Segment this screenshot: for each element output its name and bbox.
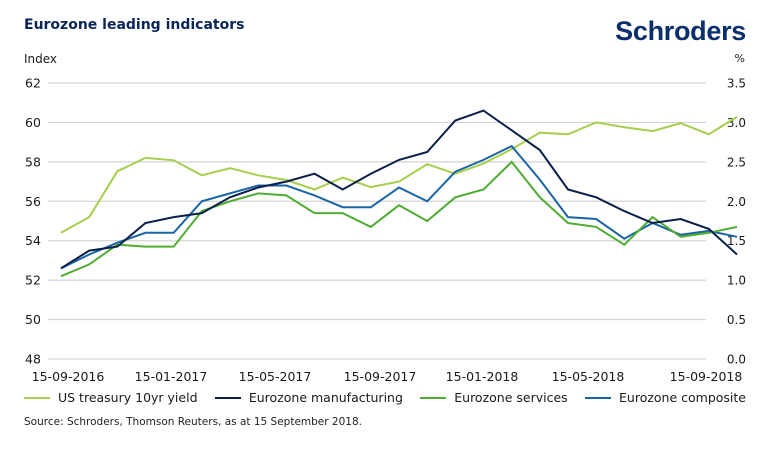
left-y-tick-label: 60 — [25, 115, 41, 130]
legend-swatch — [214, 396, 241, 399]
legend: US treasury 10yr yield Eurozone manufactu… — [24, 390, 746, 405]
right-y-tick-label: 2.0 — [727, 195, 746, 209]
series-line-us-treasury-10yr-yield — [60, 116, 738, 234]
series-line-eurozone-composite — [60, 144, 738, 270]
legend-item: Eurozone services — [420, 390, 568, 405]
left-y-axis-ticks: 62 60 58 56 54 52 50 48 — [25, 76, 41, 367]
right-y-tick-label: 2.5 — [727, 155, 746, 169]
x-axis-ticks: 15-09-2016 15-01-2017 15-05-2017 15-09-2017… — [32, 369, 743, 384]
right-y-tick-label: 3.5 — [727, 77, 746, 91]
left-y-tick-label: 58 — [25, 154, 41, 169]
source-note: Source: Schroders, Thomson Reuters, as a… — [24, 416, 362, 428]
legend-item: Eurozone composite — [585, 390, 746, 405]
legend-swatch — [24, 396, 50, 399]
right-axis-unit: % — [734, 52, 745, 65]
x-tick-label: 15-09-2016 — [32, 369, 105, 384]
x-tick-label: 15-09-2017 — [344, 369, 417, 384]
x-tick-label: 15-09-2018 — [670, 369, 743, 384]
right-y-axis-ticks: 3.53.02.52.01.51.00.50.0 — [727, 77, 746, 367]
legend-item: Eurozone manufacturing — [214, 390, 403, 405]
schroders-logo: Schroders — [615, 16, 746, 46]
left-y-tick-label: 54 — [25, 233, 41, 248]
chart-title: Eurozone leading indicators — [24, 17, 245, 33]
series-lines — [60, 109, 738, 278]
right-y-tick-label: 0.0 — [727, 353, 746, 367]
x-tick-label: 15-05-2017 — [239, 369, 312, 384]
x-tick-label: 15-01-2018 — [446, 369, 519, 384]
left-y-tick-label: 62 — [25, 76, 41, 91]
series-line-eurozone-manufacturing — [60, 109, 738, 270]
x-tick-label: 15-01-2017 — [135, 369, 208, 384]
right-y-tick-label: 0.5 — [727, 313, 746, 327]
legend-label: Eurozone services — [454, 390, 568, 405]
left-y-tick-label: 56 — [25, 194, 41, 209]
legend-item: US treasury 10yr yield — [24, 390, 198, 405]
x-tick-label: 15-05-2018 — [552, 369, 625, 384]
right-y-tick-label: 1.0 — [727, 274, 746, 288]
series-line-eurozone-services — [60, 160, 738, 278]
left-y-tick-label: 48 — [25, 352, 41, 367]
left-y-tick-label: 50 — [25, 312, 41, 327]
legend-label: US treasury 10yr yield — [58, 390, 198, 405]
legend-swatch — [585, 396, 612, 399]
right-y-tick-label: 1.5 — [727, 234, 746, 248]
legend-label: Eurozone composite — [619, 390, 746, 405]
legend-swatch — [420, 396, 447, 399]
legend-label: Eurozone manufacturing — [248, 390, 403, 405]
left-axis-unit: Index — [24, 52, 58, 66]
left-y-tick-label: 52 — [25, 273, 41, 288]
